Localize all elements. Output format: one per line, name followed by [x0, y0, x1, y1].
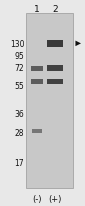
- Text: 1: 1: [34, 5, 40, 14]
- Bar: [32, 130, 42, 133]
- Bar: [47, 41, 63, 48]
- Text: 72: 72: [15, 63, 24, 72]
- Text: 28: 28: [15, 128, 24, 137]
- Bar: [31, 79, 43, 84]
- Bar: [47, 66, 63, 71]
- Bar: [31, 67, 43, 72]
- Text: 130: 130: [10, 40, 24, 49]
- Text: (-): (-): [33, 194, 42, 202]
- Text: 17: 17: [15, 159, 24, 167]
- Text: 36: 36: [14, 110, 24, 119]
- Text: 2: 2: [52, 5, 58, 14]
- Text: (+): (+): [49, 194, 62, 202]
- Text: 55: 55: [14, 82, 24, 91]
- Bar: [26, 14, 73, 188]
- Bar: [47, 79, 63, 84]
- Text: 95: 95: [14, 52, 24, 61]
